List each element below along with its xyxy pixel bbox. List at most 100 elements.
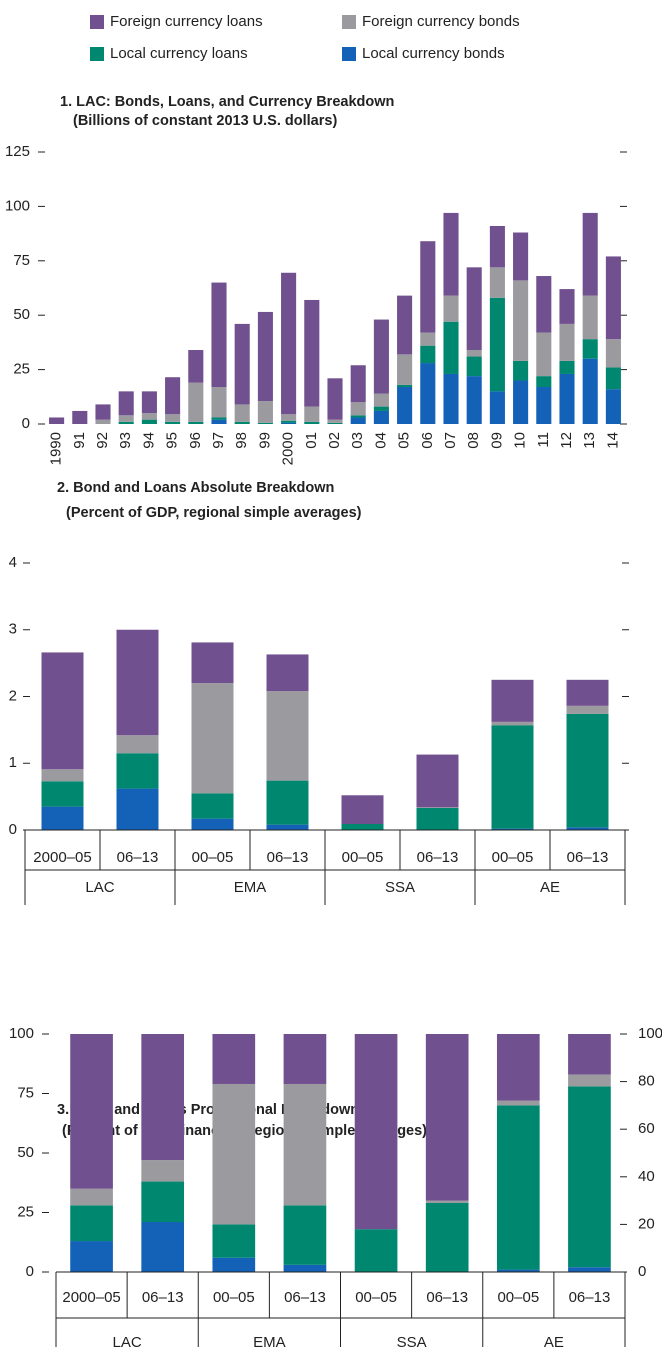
x-tick-label: 11	[535, 432, 552, 448]
chart-title: 1. LAC: Bonds, Loans, and Currency Break…	[60, 94, 394, 110]
x-tick-label: 14	[604, 432, 621, 449]
bar-segment	[566, 827, 609, 830]
bar-segment	[191, 683, 234, 794]
bar-segment	[281, 272, 297, 415]
bar-segment	[496, 1100, 540, 1106]
bar-segment	[373, 393, 389, 407]
bar-segment	[327, 422, 343, 424]
x-tick-label: 92	[94, 432, 111, 449]
bar-segment	[496, 1034, 540, 1101]
bar-segment	[283, 1034, 327, 1084]
x-tick-label: 96	[187, 432, 204, 449]
bar-segment	[234, 421, 250, 424]
bar-segment	[605, 389, 621, 424]
x-tick-label: 2000	[280, 432, 297, 465]
bar-segment	[188, 350, 204, 383]
x-tick-label: 06–13	[117, 849, 159, 866]
bar-segment	[141, 1181, 185, 1223]
bar-segment	[350, 402, 366, 416]
bar-segment	[566, 705, 609, 714]
bar-segment	[559, 323, 575, 361]
group-label: LAC	[113, 1334, 142, 1347]
x-tick-label: 12	[558, 432, 575, 449]
bar-segment	[425, 1202, 469, 1272]
group-label: SSA	[397, 1334, 427, 1347]
x-tick-label: 00–05	[492, 849, 534, 866]
bar-segment	[559, 373, 575, 424]
bar-segment	[397, 384, 413, 388]
bar-segment	[559, 360, 575, 374]
bar-segment	[211, 419, 227, 424]
bar-segment	[350, 415, 366, 418]
bar-segment	[283, 1083, 327, 1206]
legend-label: Foreign currency loans	[110, 13, 263, 30]
bar-segment	[513, 380, 529, 424]
bar-segment	[491, 828, 534, 830]
bar-segment	[165, 377, 181, 415]
bar-segment	[425, 1034, 469, 1201]
bar-segment	[41, 781, 84, 807]
legend-label: Local currency loans	[110, 45, 248, 62]
bar-segment	[466, 376, 482, 424]
y-tick-label: 125	[5, 143, 30, 160]
bar-segment	[141, 1034, 185, 1161]
x-tick-label: 06–13	[417, 849, 459, 866]
bar-segment	[41, 652, 84, 770]
bar-segment	[72, 410, 88, 424]
bar-segment	[327, 378, 343, 420]
bar-segment	[281, 414, 297, 421]
y-tick-label: 100	[5, 197, 30, 214]
bar-segment	[605, 339, 621, 368]
x-tick-label: 98	[233, 432, 250, 449]
bar-segment	[568, 1086, 611, 1268]
bar-segment	[212, 1224, 256, 1258]
bar-segment	[116, 788, 159, 830]
bar-segment	[70, 1205, 113, 1242]
bar-segment	[95, 404, 111, 420]
bar-segment	[491, 721, 534, 726]
y-tick-label: 25	[17, 1203, 34, 1220]
bar-segment	[420, 241, 436, 333]
bar-segment	[350, 417, 366, 424]
bar-segment	[257, 401, 273, 423]
y2-tick-label: 60	[638, 1120, 655, 1137]
x-tick-label: 06–13	[267, 849, 309, 866]
bar-segment	[466, 356, 482, 377]
bar-segment	[559, 289, 575, 324]
bar-segment	[420, 363, 436, 424]
bar-segment	[491, 725, 534, 829]
bar-segment	[566, 713, 609, 828]
bar-segment	[116, 753, 159, 789]
x-tick-label: 1990	[48, 432, 65, 465]
bar-segment	[234, 323, 250, 405]
bar-segment	[118, 421, 134, 424]
legend-swatch	[342, 15, 356, 29]
group-label: EMA	[253, 1334, 286, 1347]
chart-subtitle: (Billions of constant 2013 U.S. dollars)	[73, 113, 337, 129]
bar-segment	[191, 642, 234, 684]
x-tick-label: 99	[256, 432, 273, 449]
x-tick-label: 08	[465, 432, 482, 449]
bar-segment	[397, 354, 413, 385]
y-tick-label: 75	[13, 252, 30, 269]
bar-segment	[536, 332, 552, 377]
bar-segment	[416, 754, 459, 808]
bar-segment	[496, 1105, 540, 1270]
y2-tick-label: 80	[638, 1073, 655, 1090]
x-tick-label: 93	[117, 432, 134, 449]
y-tick-label: 2	[9, 687, 17, 704]
x-tick-label: 95	[164, 432, 181, 449]
bar-segment	[266, 780, 309, 825]
y-tick-label: 0	[9, 821, 17, 838]
bar-segment	[373, 410, 389, 424]
bar-segment	[41, 769, 84, 782]
bar-segment	[304, 406, 320, 422]
bar-segment	[165, 421, 181, 424]
legend-label: Local currency bonds	[362, 45, 505, 62]
bar-segment	[354, 1229, 398, 1272]
bar-segment	[141, 1160, 185, 1182]
bar-segment	[354, 1034, 398, 1230]
bar-segment	[70, 1034, 113, 1189]
bar-segment	[257, 311, 273, 402]
bar-segment	[489, 391, 505, 424]
